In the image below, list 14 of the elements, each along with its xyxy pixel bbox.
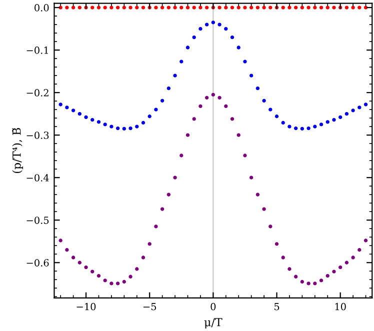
y-tick-label: −0.6 (26, 259, 49, 266)
y-tick-label: −0.3 (26, 132, 49, 139)
y-tick-label: 0.0 (34, 4, 49, 12)
x-axis-title: μ/T (204, 318, 222, 328)
y-axis-title: (p/T⁴), B̃ (12, 128, 23, 174)
x-tick-label: 10 (335, 302, 346, 310)
y-tick-label: −0.2 (26, 89, 48, 96)
y-tick-label: −0.4 (26, 174, 49, 182)
y-tick-label: −0.5 (26, 216, 49, 224)
x-tick-label: 5 (274, 303, 280, 310)
y-tick-label: −0.1 (26, 46, 48, 54)
x-tick-label: −10 (76, 302, 96, 310)
x-tick-label: 0 (210, 302, 216, 310)
x-tick-label: −5 (143, 303, 156, 310)
